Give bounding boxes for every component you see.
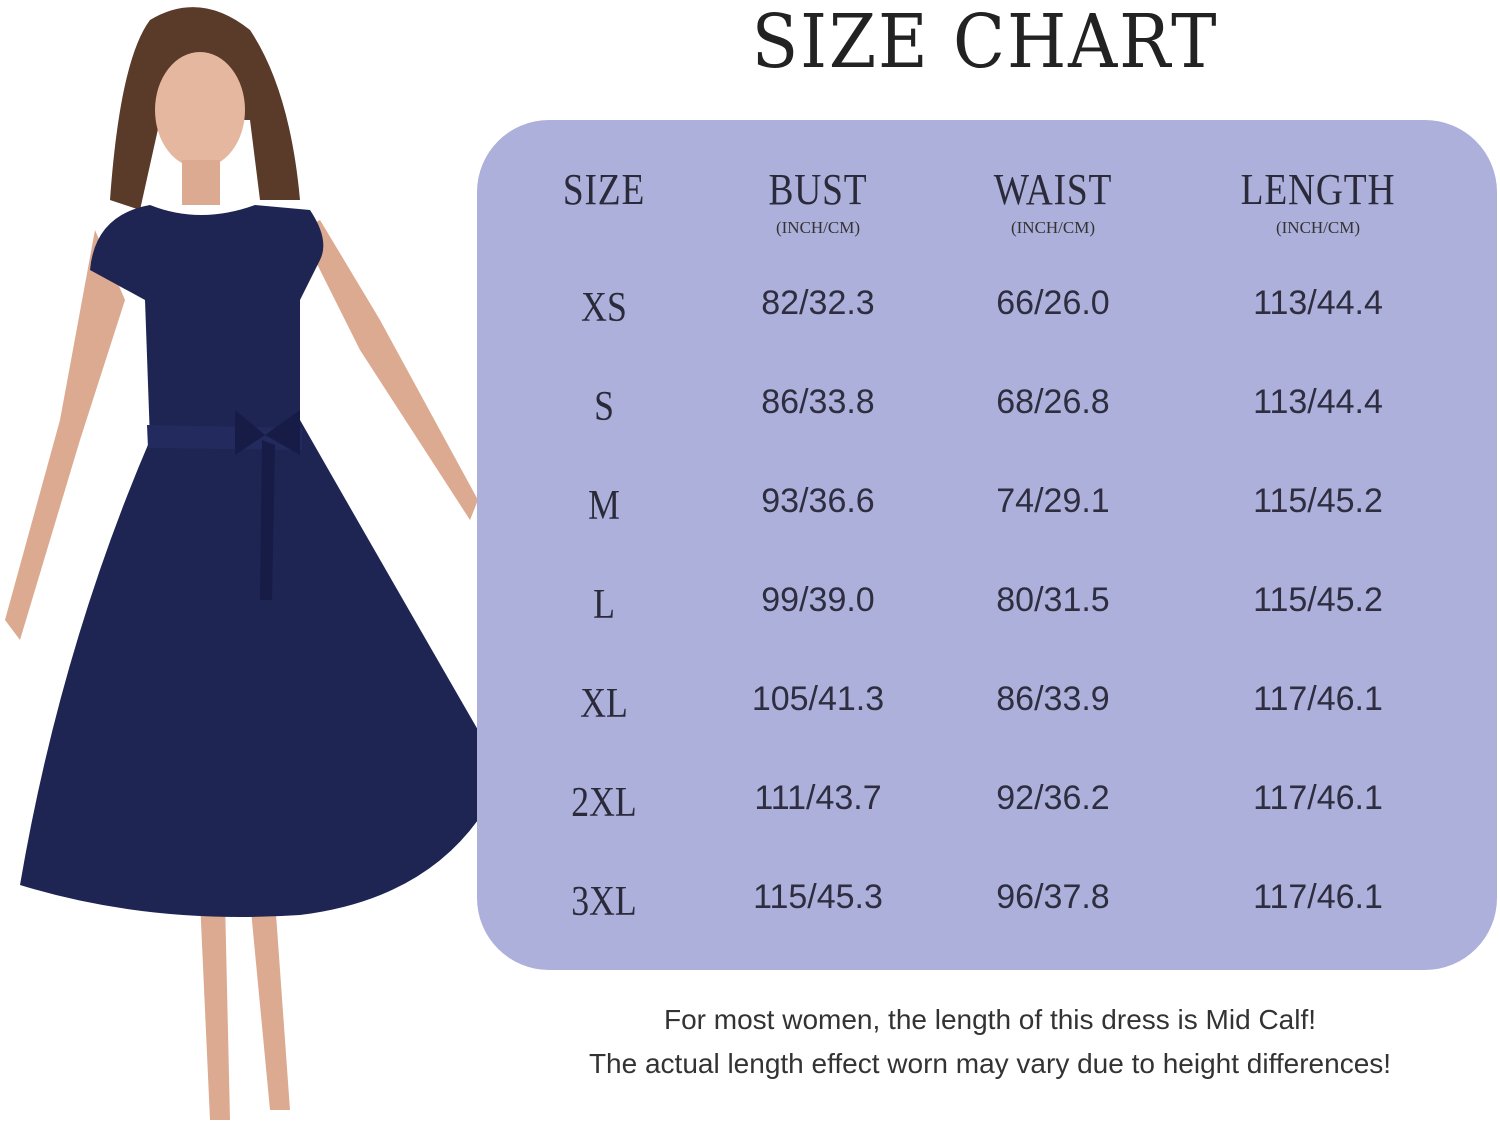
cell-bust: 93/36.6 (761, 482, 875, 520)
cell-waist: 96/37.8 (996, 878, 1110, 916)
size-label: S (594, 384, 614, 430)
cell-length: 115/45.2 (1253, 482, 1383, 520)
cell-bust: 105/41.3 (751, 680, 885, 718)
size-label: XS (581, 285, 627, 331)
size-label: 3XL (571, 879, 637, 925)
cell-length: 117/46.1 (1253, 878, 1383, 916)
column-header-waist: WAIST (993, 165, 1113, 214)
dress (20, 205, 478, 917)
legs (200, 900, 290, 1120)
column-unit-bust: (INCH/CM) (775, 218, 861, 237)
cell-bust: 99/39.0 (761, 581, 875, 619)
column-unit-length: (INCH/CM) (1275, 218, 1361, 237)
cell-waist: 74/29.1 (996, 482, 1110, 520)
cell-waist: 68/26.8 (996, 383, 1110, 421)
size-table: SIZE BUST (INCH/CM) WAIST (INCH/CM) LENGTH (IN… (477, 120, 1497, 970)
right-arm (300, 220, 478, 520)
face (155, 52, 245, 168)
cell-bust: 111/43.7 (754, 779, 882, 817)
cell-waist: 80/31.5 (996, 581, 1110, 619)
column-header-bust: BUST (768, 165, 868, 214)
neck (182, 160, 220, 205)
cell-length: 113/44.4 (1253, 383, 1383, 421)
column-header-length: LENGTH (1240, 165, 1396, 214)
size-chart-title: SIZE CHART (751, 0, 1219, 85)
cell-waist: 86/33.9 (996, 680, 1110, 718)
column-unit-waist: (INCH/CM) (1010, 218, 1096, 237)
bow (235, 410, 300, 600)
column-header-size: SIZE (562, 165, 646, 214)
cell-length: 117/46.1 (1253, 680, 1383, 718)
left-arm (5, 230, 125, 640)
cell-length: 117/46.1 (1253, 779, 1383, 817)
size-label: XL (580, 681, 628, 727)
model-photo (5, 7, 478, 1120)
length-note: For most women, the length of this dress… (663, 1004, 1317, 1035)
cell-bust: 115/45.3 (753, 878, 883, 916)
cell-length: 113/44.4 (1253, 284, 1383, 322)
cell-bust: 82/32.3 (761, 284, 875, 322)
cell-waist: 66/26.0 (996, 284, 1110, 322)
size-label: 2XL (571, 780, 637, 826)
size-label: M (588, 483, 620, 529)
cell-waist: 92/36.2 (996, 779, 1110, 817)
cell-length: 115/45.2 (1253, 581, 1383, 619)
size-label: L (593, 582, 615, 628)
cell-bust: 86/33.8 (761, 383, 875, 421)
height-note: The actual length effect worn may vary d… (588, 1048, 1392, 1079)
